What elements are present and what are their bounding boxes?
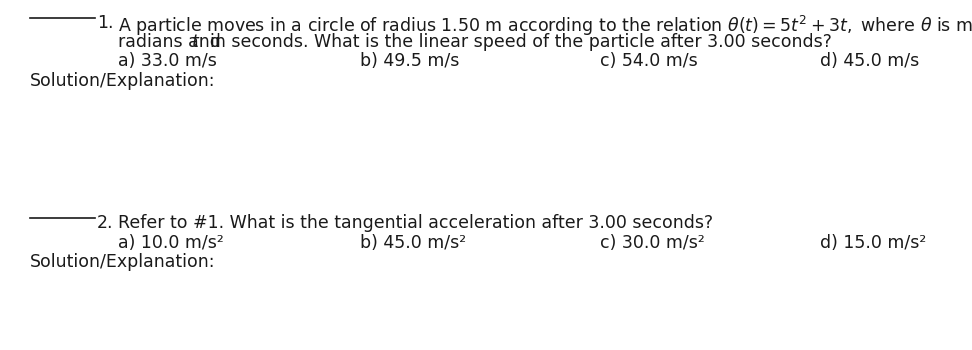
Text: b) 49.5 m/s: b) 49.5 m/s [360, 52, 460, 70]
Text: Refer to #1. What is the tangential acceleration after 3.00 seconds?: Refer to #1. What is the tangential acce… [118, 214, 713, 232]
Text: b) 45.0 m/s²: b) 45.0 m/s² [360, 234, 467, 252]
Text: t: t [191, 33, 198, 51]
Text: d) 45.0 m/s: d) 45.0 m/s [820, 52, 920, 70]
Text: in seconds. What is the linear speed of the particle after 3.00 seconds?: in seconds. What is the linear speed of … [199, 33, 832, 51]
Text: radians and: radians and [118, 33, 226, 51]
Text: 2.: 2. [97, 214, 114, 232]
Text: a) 10.0 m/s²: a) 10.0 m/s² [118, 234, 224, 252]
Text: d) 15.0 m/s²: d) 15.0 m/s² [820, 234, 926, 252]
Text: Solution/Explanation:: Solution/Explanation: [30, 253, 216, 271]
Text: A particle moves in a circle of radius 1.50 m according to the relation $\theta(: A particle moves in a circle of radius 1… [118, 14, 972, 38]
Text: c) 30.0 m/s²: c) 30.0 m/s² [600, 234, 705, 252]
Text: Solution/Explanation:: Solution/Explanation: [30, 72, 216, 90]
Text: 1.: 1. [97, 14, 114, 32]
Text: c) 54.0 m/s: c) 54.0 m/s [600, 52, 698, 70]
Text: a) 33.0 m/s: a) 33.0 m/s [118, 52, 217, 70]
